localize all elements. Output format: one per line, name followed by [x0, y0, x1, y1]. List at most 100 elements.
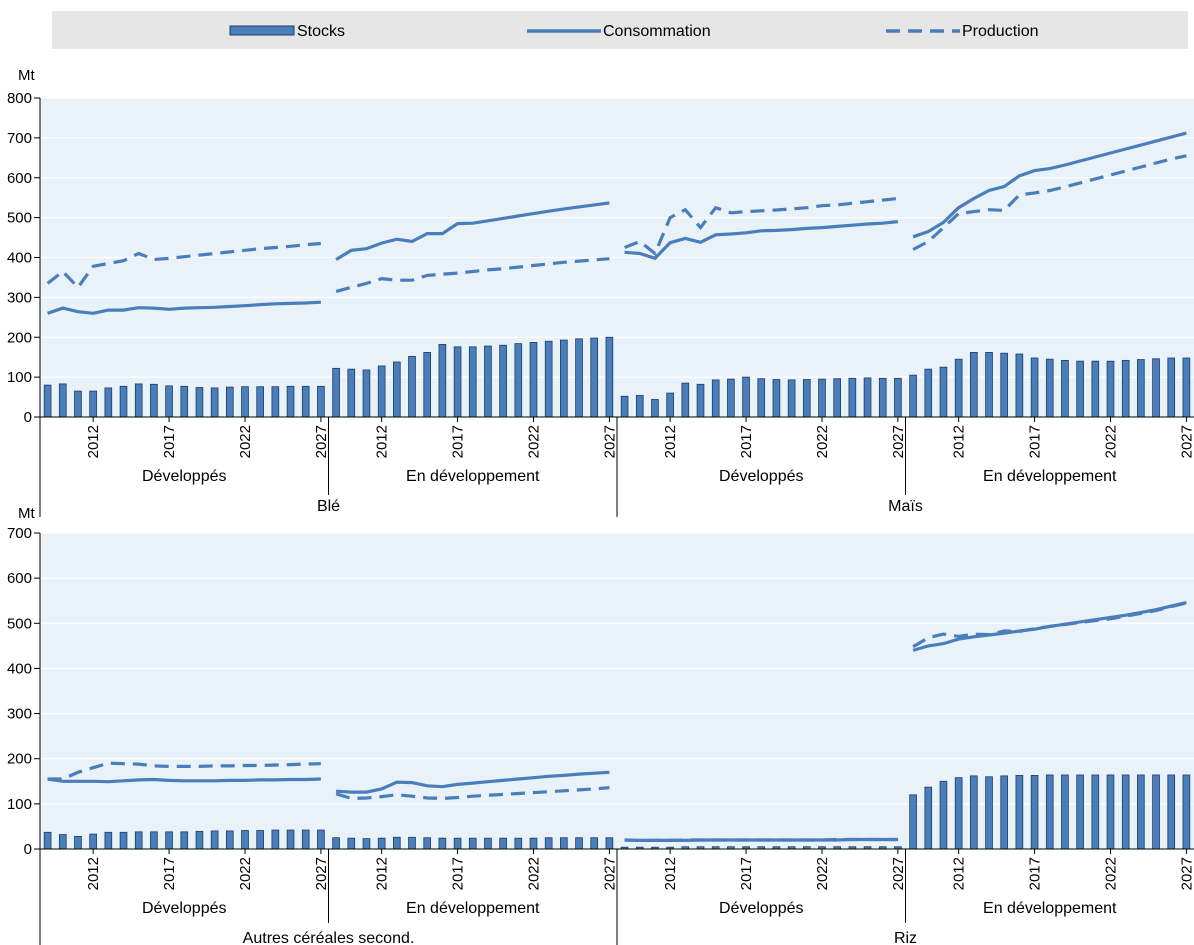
- x-tick-label: 2022: [1102, 857, 1119, 890]
- line-consumption: [624, 837, 898, 843]
- bar-stocks: [696, 383, 705, 418]
- bar-stocks: [1152, 774, 1160, 850]
- y-tick-label: 700: [7, 130, 32, 147]
- bar-stocks: [1000, 775, 1009, 850]
- bar-stocks: [286, 829, 295, 850]
- bar-stocks: [529, 342, 538, 418]
- y-tick-label: 500: [7, 615, 32, 632]
- line-production: [335, 786, 610, 801]
- bar-stocks: [301, 829, 310, 850]
- bar-stocks: [225, 386, 234, 418]
- bar-stocks: [119, 385, 128, 418]
- bar-stocks: [438, 344, 447, 418]
- bar-stocks: [499, 837, 507, 850]
- bar-stocks: [1091, 774, 1100, 850]
- line-production: [47, 761, 321, 781]
- bar-stocks: [468, 346, 477, 418]
- commodity-label: Maïs: [888, 498, 923, 515]
- bar-stocks: [271, 829, 280, 850]
- bar-stocks: [423, 352, 432, 418]
- bar-stocks: [575, 837, 583, 850]
- region-label: Développés: [142, 900, 227, 917]
- bar-stocks: [909, 374, 917, 418]
- bar-stocks: [1030, 357, 1039, 418]
- bar-stocks: [711, 379, 720, 418]
- commodity-label: Riz: [894, 930, 917, 945]
- x-tick-label: 2027: [890, 425, 907, 458]
- line-production: [624, 196, 899, 257]
- bar-stocks: [362, 838, 371, 850]
- bar-stocks: [134, 383, 143, 418]
- bar-stocks: [1167, 357, 1176, 418]
- bar-stocks: [317, 829, 325, 850]
- bar-stocks: [377, 837, 386, 850]
- bar-stocks: [468, 837, 477, 850]
- x-tick-label: 2027: [601, 857, 618, 890]
- legend-production-label: Production: [962, 23, 1039, 40]
- y-tick-label: 400: [7, 660, 32, 677]
- bar-stocks: [1030, 775, 1039, 850]
- bar-stocks: [635, 395, 644, 418]
- x-tick-label: 2022: [525, 425, 542, 458]
- region-label: Développés: [719, 468, 804, 485]
- x-tick-label: 2012: [662, 857, 679, 890]
- bar-stocks: [863, 377, 872, 418]
- y-tick-label: 600: [7, 570, 32, 587]
- x-tick-label: 2027: [1178, 857, 1194, 890]
- commodity-label: Autres céréales second.: [243, 930, 415, 945]
- y-tick-label: 100: [7, 369, 32, 386]
- line-consumption: [47, 777, 321, 784]
- bar-stocks: [1106, 360, 1115, 418]
- panel-bottom-unit: Mt: [18, 505, 35, 522]
- bar-stocks: [225, 830, 234, 850]
- bar-stocks: [1015, 775, 1024, 850]
- bar-stocks: [590, 337, 599, 418]
- bar-stocks: [150, 383, 158, 418]
- panel-bottom-y-axis: 0 100 200 300 400 500 600 700: [7, 525, 41, 945]
- bar-stocks: [58, 834, 67, 850]
- legend-stocks-swatch: [229, 25, 295, 36]
- y-tick-label: 0: [24, 841, 32, 858]
- bar-stocks: [74, 835, 82, 850]
- bar-stocks: [1076, 774, 1084, 850]
- region-label: Développés: [142, 468, 227, 485]
- bar-stocks: [924, 368, 933, 418]
- line-production: [335, 257, 610, 293]
- x-tick-label: 2012: [85, 857, 102, 890]
- bar-stocks: [681, 382, 690, 418]
- x-tick-label: 2027: [601, 425, 618, 458]
- bar-stocks: [104, 831, 113, 850]
- bar-stocks: [560, 837, 568, 850]
- bar-stocks: [620, 395, 629, 418]
- y-tick-label: 200: [7, 751, 32, 768]
- x-tick-label: 2017: [738, 425, 755, 458]
- bar-stocks: [332, 367, 340, 418]
- bar-stocks: [210, 830, 219, 850]
- y-tick-label: 200: [7, 329, 32, 346]
- y-tick-label: 500: [7, 210, 32, 227]
- panel-top-series: [43, 131, 1191, 418]
- x-tick-label: 2027: [313, 857, 330, 890]
- bar-stocks: [818, 378, 826, 418]
- line-consumption: [335, 201, 610, 261]
- bar-stocks: [43, 384, 52, 418]
- bar-stocks: [393, 836, 401, 850]
- x-tick-label: 2022: [814, 425, 831, 458]
- bar-stocks: [757, 378, 766, 418]
- bar-stocks: [195, 387, 204, 418]
- x-tick-label: 2017: [161, 425, 178, 458]
- panel-bottom-x-axis: 2012 2017 2022 2027 Développés 2012 2017 2022 20…: [40, 848, 1194, 945]
- x-tick-label: 2022: [237, 857, 254, 890]
- bar-stocks: [165, 831, 173, 850]
- bar-stocks: [74, 390, 82, 418]
- legend-stocks-label: Stocks: [297, 23, 345, 40]
- bar-stocks: [301, 385, 310, 418]
- bar-stocks: [58, 383, 67, 418]
- bar-stocks: [484, 837, 492, 850]
- bar-stocks: [970, 352, 978, 418]
- bar-stocks: [939, 780, 948, 850]
- bar-stocks: [1045, 774, 1054, 850]
- x-tick-label: 2017: [450, 425, 467, 458]
